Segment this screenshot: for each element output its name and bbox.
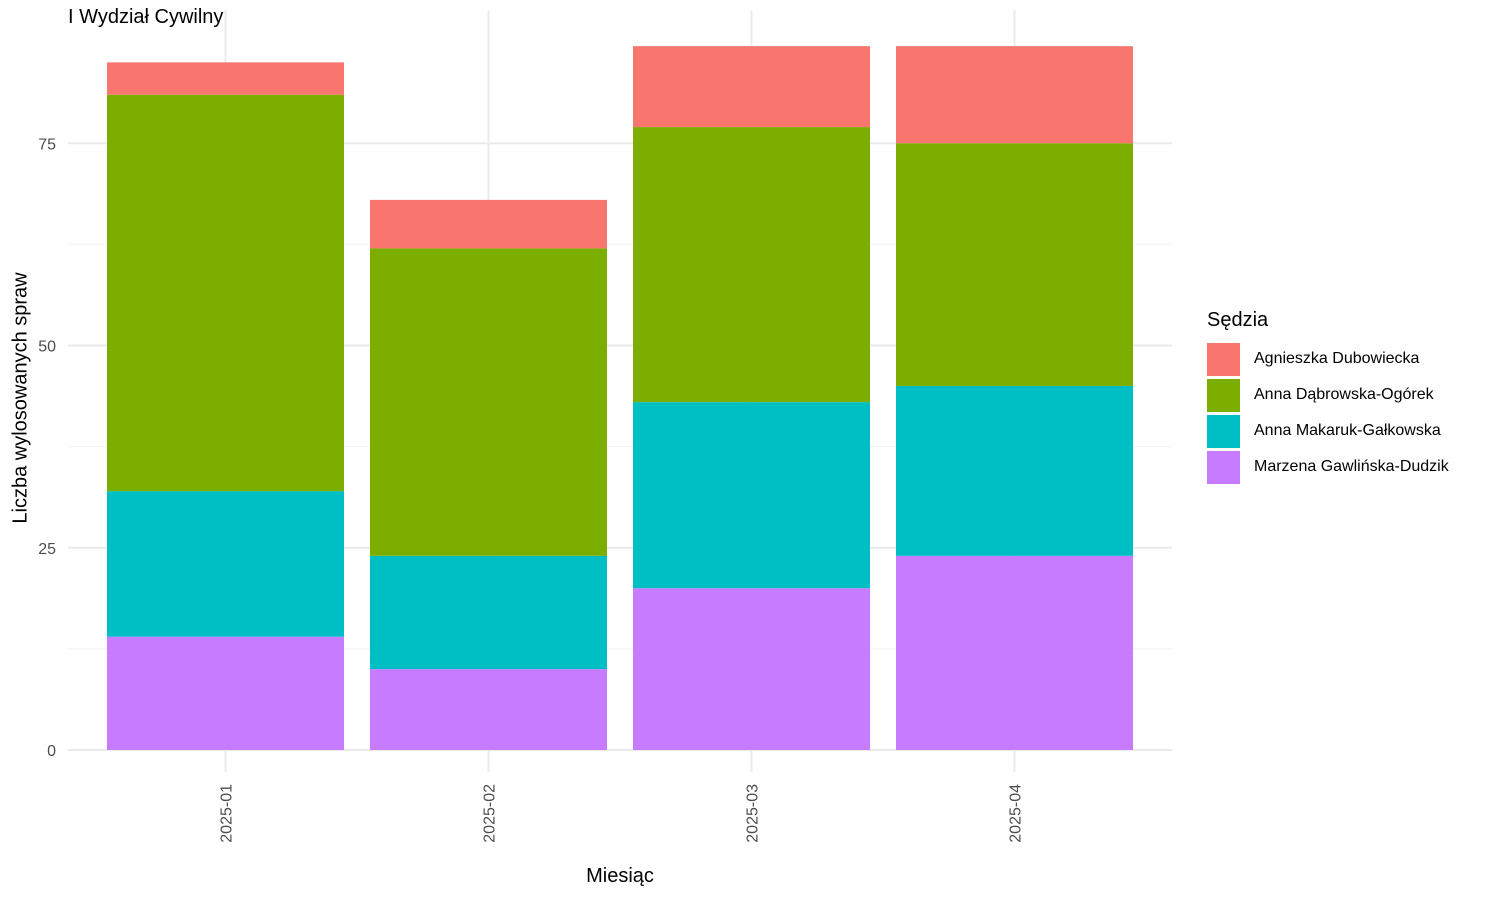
- legend-key: [1207, 378, 1240, 412]
- legend-label: Anna Makaruk-Gałkowska: [1254, 422, 1441, 439]
- bar-segment: [633, 127, 870, 403]
- legend-key: [1207, 414, 1240, 448]
- bar-segment: [370, 199, 607, 249]
- bar-segment: [896, 143, 1133, 386]
- bar-segment: [633, 402, 870, 589]
- bar-segment: [370, 669, 607, 750]
- legend: Sędzia Agnieszka Dubowiecka Anna Dąbrows…: [1207, 309, 1449, 485]
- legend-key: [1207, 342, 1240, 376]
- legend-item: Anna Dąbrowska-Ogórek: [1207, 377, 1449, 413]
- legend-label: Marzena Gawlińska-Dudzik: [1254, 458, 1449, 475]
- bar-segment: [107, 62, 344, 95]
- bar-segment: [370, 248, 607, 556]
- y-tick-label: 0: [47, 743, 56, 760]
- y-tick-label: 50: [38, 339, 56, 356]
- x-tick-label: 2025-04: [1008, 784, 1025, 843]
- legend-label: Anna Dąbrowska-Ogórek: [1254, 386, 1434, 403]
- y-axis-label: Liczba wylosowanych spraw: [9, 272, 32, 524]
- legend-item: Agnieszka Dubowiecka: [1207, 341, 1449, 377]
- bar-segment: [633, 46, 870, 128]
- legend-item: Anna Makaruk-Gałkowska: [1207, 413, 1449, 449]
- bar-segment: [633, 588, 870, 750]
- legend-title: Sędzia: [1207, 309, 1269, 331]
- legend-item: Marzena Gawlińska-Dudzik: [1207, 449, 1449, 485]
- bar-segment: [896, 555, 1133, 750]
- bar-segment: [107, 636, 344, 750]
- x-tick-label: 2025-03: [745, 784, 762, 843]
- legend-key: [1207, 450, 1240, 484]
- bar-segment: [896, 385, 1133, 556]
- legend-label: Agnieszka Dubowiecka: [1254, 350, 1420, 367]
- bar-segment: [107, 94, 344, 492]
- bar-segment: [107, 491, 344, 637]
- x-axis-label: Miesiąc: [586, 865, 654, 887]
- bar-segment: [370, 555, 607, 670]
- x-tick-label: 2025-01: [219, 784, 236, 843]
- y-tick-label: 75: [38, 136, 56, 153]
- bar-segment: [896, 46, 1133, 144]
- x-tick-label: 2025-02: [482, 784, 499, 843]
- y-tick-label: 25: [38, 541, 56, 558]
- chart-title: I Wydział Cywilny: [68, 6, 224, 28]
